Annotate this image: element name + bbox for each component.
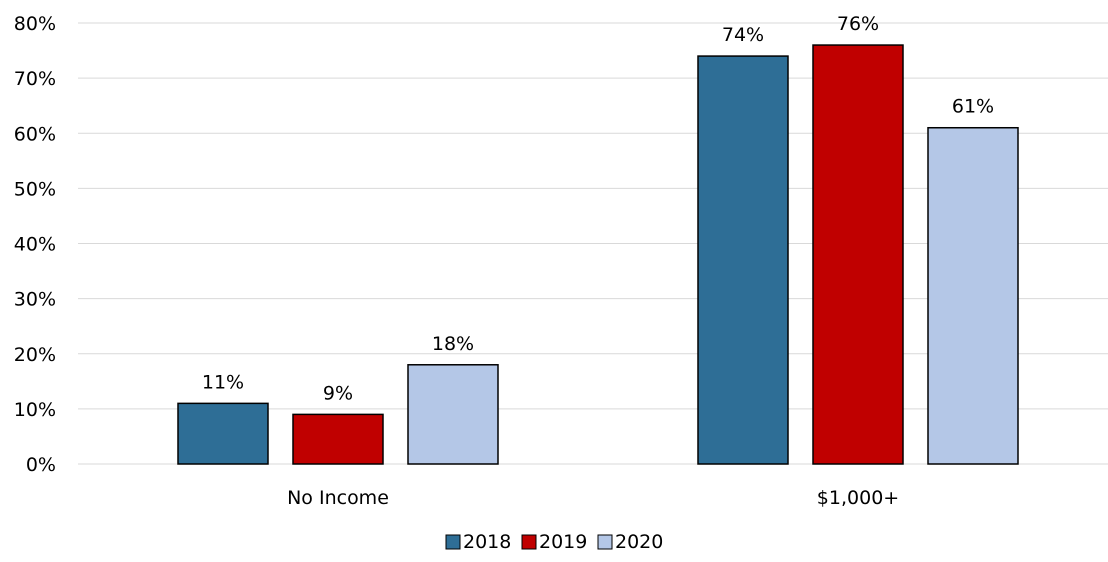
y-tick-label: 10% [14, 399, 56, 421]
data-label-no-income-2018: 11% [202, 371, 244, 393]
data-label-1-000-2019: 76% [837, 13, 879, 35]
legend-swatch-2020 [597, 534, 613, 550]
y-tick-label: 0% [26, 454, 56, 476]
y-tick-label: 80% [14, 13, 56, 35]
legend-label-2018: 2018 [463, 531, 511, 553]
legend-swatch-2019 [521, 534, 537, 550]
y-tick-label: 60% [14, 123, 56, 145]
legend-label-2020: 2020 [615, 531, 663, 553]
legend-swatch-2018 [445, 534, 461, 550]
data-label-1-000-2020: 61% [952, 96, 994, 118]
data-label-no-income-2020: 18% [432, 333, 474, 355]
bar-1-000-2020 [927, 126, 1019, 465]
y-tick-label: 50% [14, 178, 56, 200]
data-label-no-income-2019: 9% [323, 382, 353, 404]
bar-no-income-2018 [177, 402, 269, 465]
y-tick-label: 20% [14, 344, 56, 366]
bar-no-income-2019 [292, 413, 384, 465]
y-axis-tick-labels: 0% 10% 20% 30% 40% 50% 60% 70% 80% [14, 13, 56, 476]
data-labels: 11% 9% 18% 74% 76% 61% [202, 13, 994, 404]
bars [177, 44, 1019, 465]
y-tick-label: 70% [14, 68, 56, 90]
y-tick-label: 40% [14, 234, 56, 256]
x-axis-category-labels: No Income $1,000+ [287, 487, 899, 509]
data-label-1-000-2018: 74% [722, 24, 764, 46]
category-label-no-income: No Income [287, 487, 389, 509]
legend-label-2019: 2019 [539, 531, 587, 553]
category-label-1-000: $1,000+ [817, 487, 899, 509]
bar-1-000-2019 [812, 44, 904, 465]
bar-1-000-2018 [697, 55, 789, 465]
y-tick-label: 30% [14, 289, 56, 311]
legend: 2018 2019 2020 [445, 531, 663, 553]
bar-no-income-2020 [407, 364, 499, 465]
